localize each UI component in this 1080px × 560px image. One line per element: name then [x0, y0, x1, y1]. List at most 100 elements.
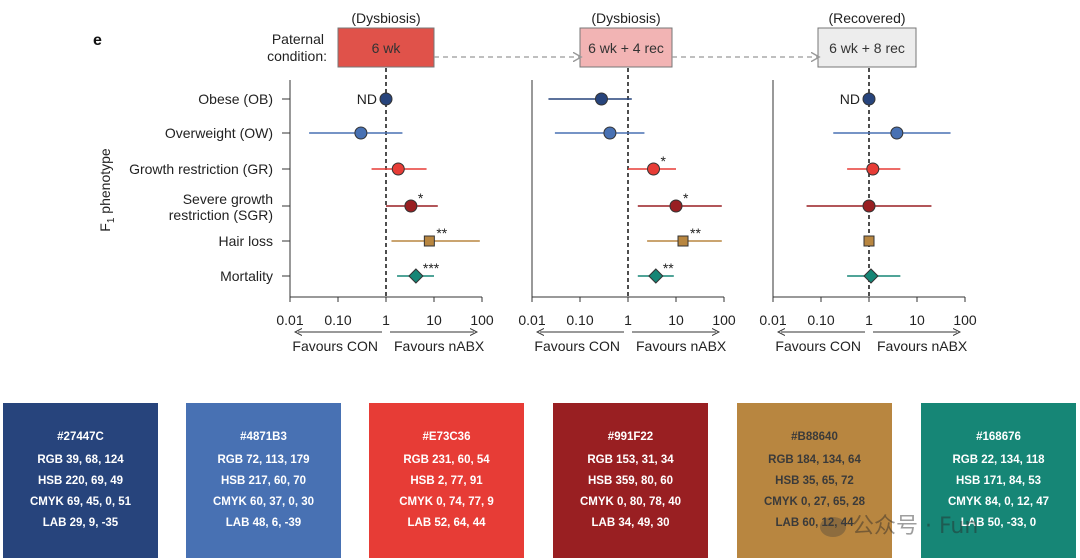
x-tick-label: 100 [953, 312, 977, 328]
significance-label: ** [436, 225, 447, 241]
swatch-dark-red: #991F22 RGB 153, 31, 34 HSB 359, 80, 60 CMY… [553, 403, 708, 558]
x-tick-label: 10 [668, 312, 684, 328]
swatch-cmyk-value: CMYK 0, 80, 78, 40 [580, 496, 681, 508]
swatch-rgb-value: RGB 153, 31, 34 [587, 454, 674, 466]
swatch-navy: #27447C RGB 39, 68, 124 HSB 220, 69, 49 CMY… [3, 403, 158, 558]
data-row-5: ** [637, 260, 674, 284]
x-tick-label: 0.10 [566, 312, 593, 328]
data-row-0: ND [357, 91, 393, 107]
swatch-rgb-value: RGB 22, 134, 118 [952, 454, 1045, 466]
swatch-hsb-value: HSB 217, 60, 70 [220, 475, 307, 487]
y-axis-title: F1 phenotype [97, 148, 117, 232]
watermark: 公众号 · Fun [820, 508, 978, 540]
swatch-rgb-value: RGB 39, 68, 124 [37, 454, 124, 466]
row-label-0: Obese (OB) [198, 91, 273, 107]
forest-panel-3: (Recovered) 6 wk + 8 rec 0.01 0.10 1 10 100 Fav… [759, 10, 977, 354]
x-tick-label: 0.01 [759, 312, 786, 328]
point-estimate [391, 162, 405, 176]
favours-left-label: Favours CON [534, 338, 620, 354]
row-label-line: Hair loss [219, 233, 273, 249]
forest-panel-2: (Dysbiosis) 6 wk + 4 rec 0.01 0.10 1 10 100 Fav… [518, 10, 736, 354]
swatch-lab-value: LAB 48, 6, -39 [225, 517, 302, 529]
significance-label: * [661, 153, 667, 169]
nd-label: ND [357, 91, 377, 107]
favours-left-label: Favours CON [775, 338, 861, 354]
point-estimate [423, 235, 435, 247]
watermark-text: 公众号 · Fun [852, 514, 979, 539]
point-estimate [404, 199, 418, 213]
data-row-2 [847, 162, 901, 176]
swatch-lab-value: LAB 50, -33, 0 [960, 517, 1037, 529]
significance-label: ** [690, 225, 701, 241]
row-labels: Obese (OB) Overweight (OW) Growth restrict… [129, 91, 290, 284]
data-row-4: ** [647, 225, 722, 247]
x-tick-label: 0.01 [276, 312, 303, 328]
swatch-red: #E73C36 RGB 231, 60, 54 HSB 2, 77, 91 CMYK … [369, 403, 524, 558]
point-estimate [647, 162, 661, 176]
row-label-line: restriction (SGR) [169, 207, 273, 223]
favours-right-label: Favours nABX [636, 338, 727, 354]
row-label-3: Severe growth restriction (SGR) [169, 191, 273, 223]
significance-label: * [683, 190, 689, 206]
swatch-cmyk-value: CMYK 69, 45, 0, 51 [30, 496, 131, 508]
point-estimate [603, 126, 617, 140]
data-row-1 [833, 126, 951, 140]
row-label-5: Mortality [220, 268, 273, 284]
x-tick-label: 10 [426, 312, 442, 328]
data-row-1 [554, 126, 645, 140]
swatch-cmyk-value: CMYK 60, 37, 0, 30 [213, 496, 314, 508]
x-tick-label: 100 [712, 312, 736, 328]
swatch-ochre: #B88640 RGB 184, 134, 64 HSB 35, 65, 72 CMY… [737, 403, 892, 558]
data-row-1 [309, 126, 403, 140]
condition-label: 6 wk + 8 rec [829, 40, 905, 56]
point-estimate [669, 199, 683, 213]
point-estimate [677, 235, 689, 247]
point-estimate [594, 92, 608, 106]
swatch-hsb-value: HSB 359, 80, 60 [587, 475, 674, 487]
forest-panel-1: (Dysbiosis) 6 wk 0.01 0.10 1 10 100 Favours CON… [276, 10, 494, 354]
swatch-lab-value: LAB 34, 49, 30 [591, 517, 670, 529]
swatch-hex-value: #E73C36 [422, 431, 471, 443]
point-estimate [863, 268, 879, 284]
data-row-5 [847, 268, 901, 284]
swatch-rgb-value: RGB 231, 60, 54 [403, 454, 490, 466]
x-tick-label: 0.10 [807, 312, 834, 328]
data-row-3: * [637, 190, 722, 213]
swatch-hex-value: #27447C [57, 431, 104, 443]
row-label-4: Hair loss [219, 233, 273, 249]
condition-label: 6 wk + 4 rec [588, 40, 664, 56]
favours-left-label: Favours CON [292, 338, 378, 354]
swatch-hex-value: #991F22 [607, 431, 654, 443]
x-tick-label: 0.01 [518, 312, 545, 328]
data-row-3 [806, 199, 932, 213]
swatch-hsb-value: HSB 220, 69, 49 [37, 475, 124, 487]
panel-header: (Recovered) [828, 10, 905, 26]
row-label-line: Mortality [220, 268, 273, 284]
x-tick-label: 10 [909, 312, 925, 328]
swatch-rgb-value: RGB 72, 113, 179 [217, 454, 310, 466]
favours-right-label: Favours nABX [394, 338, 485, 354]
point-estimate [890, 126, 904, 140]
point-estimate [863, 235, 875, 247]
data-row-0 [548, 92, 632, 106]
swatch-hex-value: #168676 [976, 431, 1021, 443]
data-row-0: ND [840, 91, 876, 107]
favours-right-label: Favours nABX [877, 338, 968, 354]
swatch-cmyk-value: CMYK 0, 74, 77, 9 [399, 496, 494, 508]
point-estimate [408, 268, 424, 284]
row-label-line: Overweight (OW) [165, 125, 273, 141]
point-estimate [862, 199, 876, 213]
swatch-hex-value: #B88640 [791, 431, 838, 443]
swatch-rgb-value: RGB 184, 134, 64 [768, 454, 861, 466]
data-row-4 [863, 235, 875, 247]
x-tick-label: 100 [470, 312, 494, 328]
data-row-3: * [386, 190, 438, 213]
point-estimate [354, 126, 368, 140]
condition-label: 6 wk [372, 40, 402, 56]
swatch-lab-value: LAB 29, 9, -35 [42, 517, 119, 529]
row-label-line: Growth restriction (GR) [129, 161, 273, 177]
row-label-line: Obese (OB) [198, 91, 273, 107]
condition-box [337, 27, 435, 68]
data-row-2: * [628, 153, 676, 176]
point-estimate [862, 92, 876, 106]
